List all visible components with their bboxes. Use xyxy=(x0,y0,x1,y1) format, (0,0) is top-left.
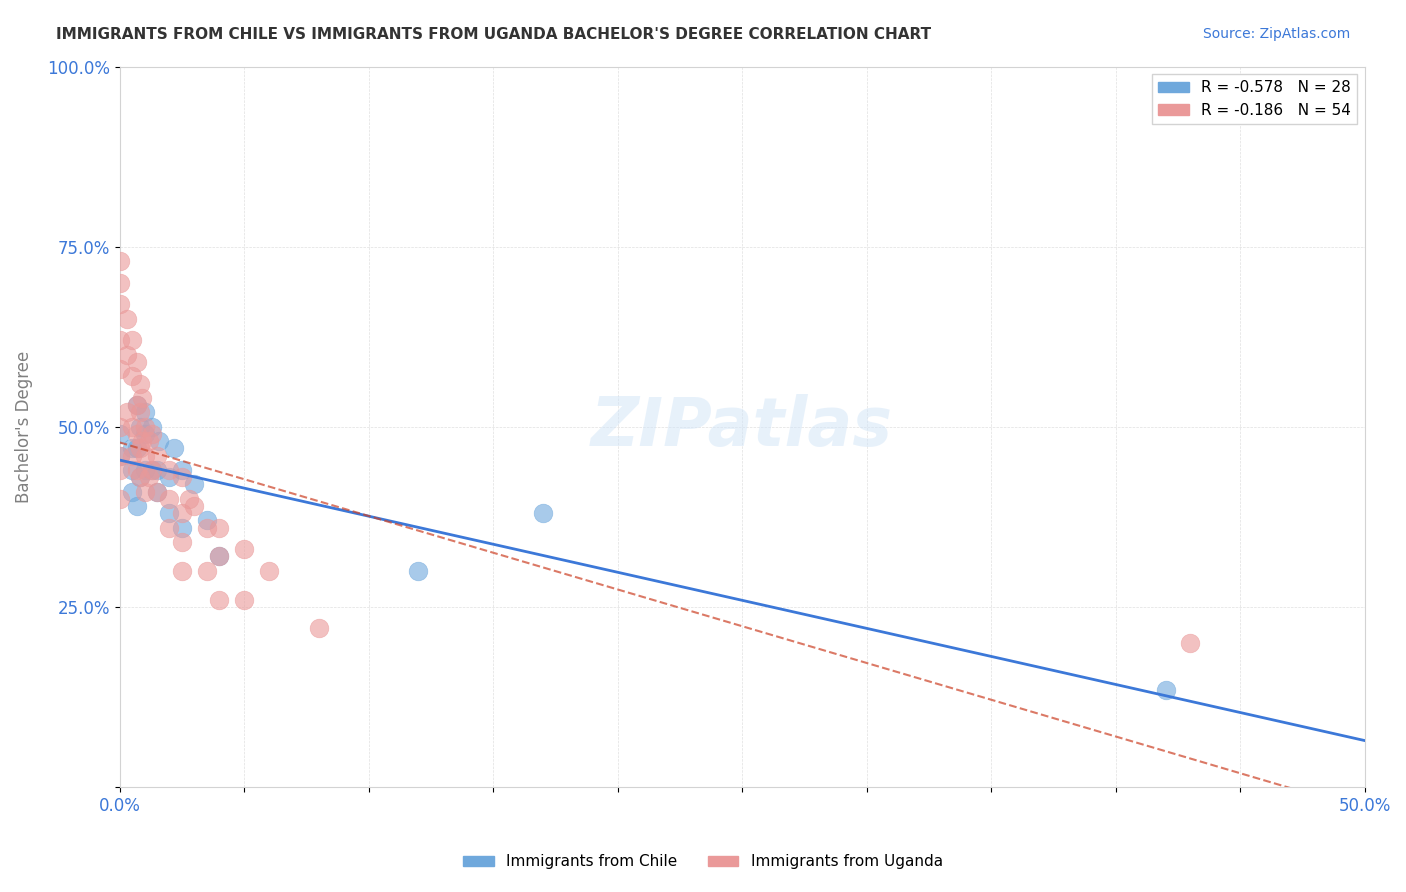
Text: Source: ZipAtlas.com: Source: ZipAtlas.com xyxy=(1202,27,1350,41)
Point xyxy=(1154,682,1177,697)
Point xyxy=(115,348,138,362)
Point xyxy=(208,549,231,564)
Point xyxy=(163,442,186,456)
Point xyxy=(408,564,430,578)
Point xyxy=(148,434,170,449)
Point xyxy=(125,355,148,369)
Point xyxy=(141,463,163,477)
Point xyxy=(146,463,169,477)
Point xyxy=(195,564,218,578)
Point xyxy=(134,463,156,477)
Point xyxy=(125,398,148,412)
Point xyxy=(146,449,169,463)
Point xyxy=(115,311,138,326)
Point xyxy=(108,463,131,477)
Point xyxy=(108,426,131,441)
Point xyxy=(141,463,163,477)
Point xyxy=(108,419,131,434)
Point xyxy=(1180,636,1202,650)
Point xyxy=(146,484,169,499)
Point xyxy=(125,499,148,513)
Point xyxy=(157,491,180,506)
Point xyxy=(108,276,131,290)
Point xyxy=(108,297,131,311)
Point xyxy=(157,520,180,534)
Point xyxy=(170,535,193,549)
Point xyxy=(170,470,193,484)
Point xyxy=(157,506,180,520)
Point xyxy=(108,333,131,347)
Point xyxy=(233,592,256,607)
Point xyxy=(233,542,256,557)
Legend: Immigrants from Chile, Immigrants from Uganda: Immigrants from Chile, Immigrants from U… xyxy=(457,848,949,875)
Point xyxy=(157,470,180,484)
Point xyxy=(128,419,150,434)
Point xyxy=(183,477,205,491)
Point xyxy=(138,434,160,449)
Point xyxy=(195,520,218,534)
Point xyxy=(208,592,231,607)
Point xyxy=(141,419,163,434)
Text: IMMIGRANTS FROM CHILE VS IMMIGRANTS FROM UGANDA BACHELOR'S DEGREE CORRELATION CH: IMMIGRANTS FROM CHILE VS IMMIGRANTS FROM… xyxy=(56,27,931,42)
Text: ZIPatlas: ZIPatlas xyxy=(591,393,893,459)
Point xyxy=(157,463,180,477)
Point xyxy=(108,449,131,463)
Point xyxy=(108,254,131,268)
Point xyxy=(128,405,150,419)
Point xyxy=(125,426,148,441)
Point xyxy=(257,564,280,578)
Point xyxy=(170,564,193,578)
Point xyxy=(134,405,156,419)
Y-axis label: Bachelor's Degree: Bachelor's Degree xyxy=(15,351,32,503)
Point xyxy=(531,506,554,520)
Point xyxy=(141,426,163,441)
Point xyxy=(308,621,330,635)
Point xyxy=(121,449,143,463)
Point xyxy=(208,520,231,534)
Point xyxy=(125,398,148,412)
Point xyxy=(121,369,143,384)
Point xyxy=(179,491,201,506)
Point xyxy=(131,434,153,449)
Point xyxy=(134,419,156,434)
Point xyxy=(170,506,193,520)
Point xyxy=(121,463,143,477)
Point xyxy=(134,449,156,463)
Point xyxy=(125,442,148,456)
Legend: R = -0.578   N = 28, R = -0.186   N = 54: R = -0.578 N = 28, R = -0.186 N = 54 xyxy=(1153,74,1357,124)
Point xyxy=(121,333,143,347)
Point xyxy=(115,405,138,419)
Point xyxy=(138,470,160,484)
Point xyxy=(128,470,150,484)
Point xyxy=(121,484,143,499)
Point xyxy=(170,520,193,534)
Point xyxy=(131,391,153,405)
Point xyxy=(134,426,156,441)
Point xyxy=(128,442,150,456)
Point xyxy=(128,376,150,391)
Point xyxy=(121,442,143,456)
Point xyxy=(146,484,169,499)
Point xyxy=(195,513,218,527)
Point xyxy=(121,419,143,434)
Point xyxy=(108,362,131,376)
Point xyxy=(183,499,205,513)
Point xyxy=(134,484,156,499)
Point xyxy=(170,463,193,477)
Point xyxy=(108,491,131,506)
Point xyxy=(208,549,231,564)
Point xyxy=(108,449,131,463)
Point xyxy=(128,470,150,484)
Point xyxy=(125,463,148,477)
